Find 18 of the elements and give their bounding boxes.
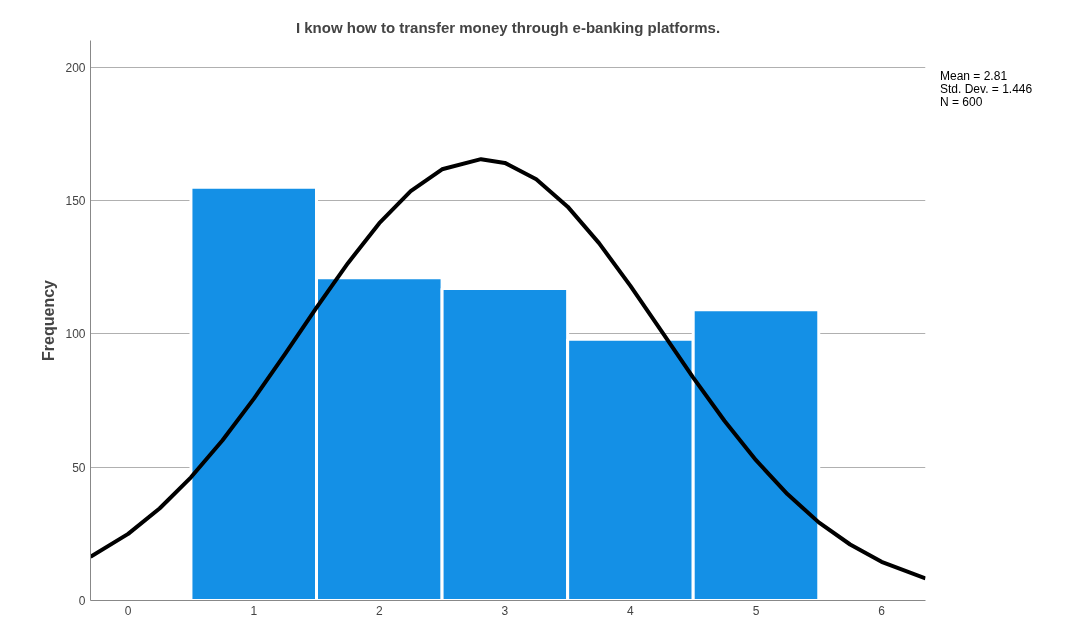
y-tick-label: 50 — [72, 460, 86, 475]
x-tick-label: 1 — [250, 603, 258, 618]
x-tick-label: 0 — [124, 603, 132, 618]
y-tick-label: 200 — [65, 60, 86, 75]
y-axis-title: Frequency — [40, 279, 58, 361]
text: N = 600 — [940, 95, 983, 109]
text: Mean = 2.81 — [940, 69, 1008, 83]
y-tick-label: 100 — [65, 327, 86, 342]
y-tick-label: 0 — [78, 594, 86, 608]
line-series — [90, 157, 926, 581]
x-tick-label: 5 — [752, 603, 760, 618]
x-tick-label: 3 — [501, 603, 509, 618]
chart-title: I know how to transfer money through e-banking platforms. — [295, 18, 721, 36]
x-tick-label: 6 — [878, 603, 886, 618]
x-tick-label: 4 — [627, 603, 635, 618]
text: Std. Dev. = 1.446 — [940, 82, 1033, 96]
y-tick-label: 150 — [65, 194, 86, 208]
x-tick-label: 2 — [375, 603, 383, 618]
